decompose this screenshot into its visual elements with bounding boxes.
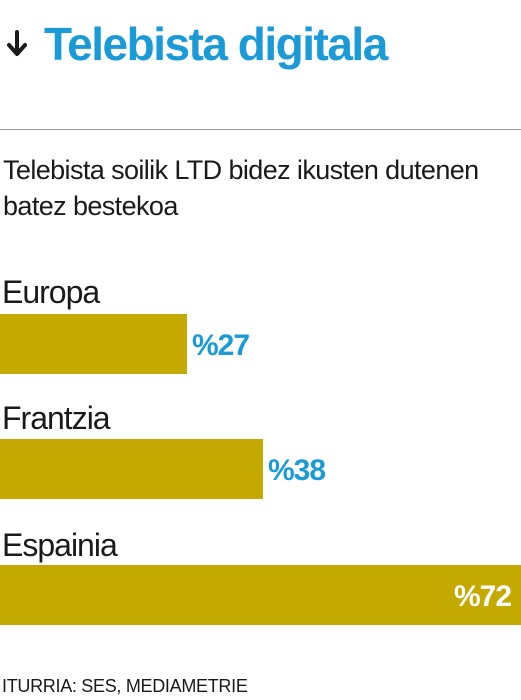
bar: [0, 439, 263, 499]
chart-title: Telebista digitala: [44, 18, 388, 70]
chart-subtitle: Telebista soilik LTD bidez ikusten duten…: [3, 155, 479, 221]
value-label: %72: [454, 580, 512, 613]
header-divider: [0, 129, 521, 130]
bar: [0, 565, 521, 625]
source-note: ITURRIA: SES, MEDIAMETRIE: [2, 676, 248, 696]
chart-header: Telebista digitala: [0, 14, 521, 74]
arrow-down-icon: [4, 24, 30, 64]
category-label: Espainia: [2, 527, 118, 563]
category-label: Europa: [2, 274, 100, 310]
bar: [0, 314, 187, 374]
category-label: Frantzia: [2, 400, 111, 436]
value-label: %27: [192, 329, 250, 362]
value-label: %38: [268, 454, 326, 487]
